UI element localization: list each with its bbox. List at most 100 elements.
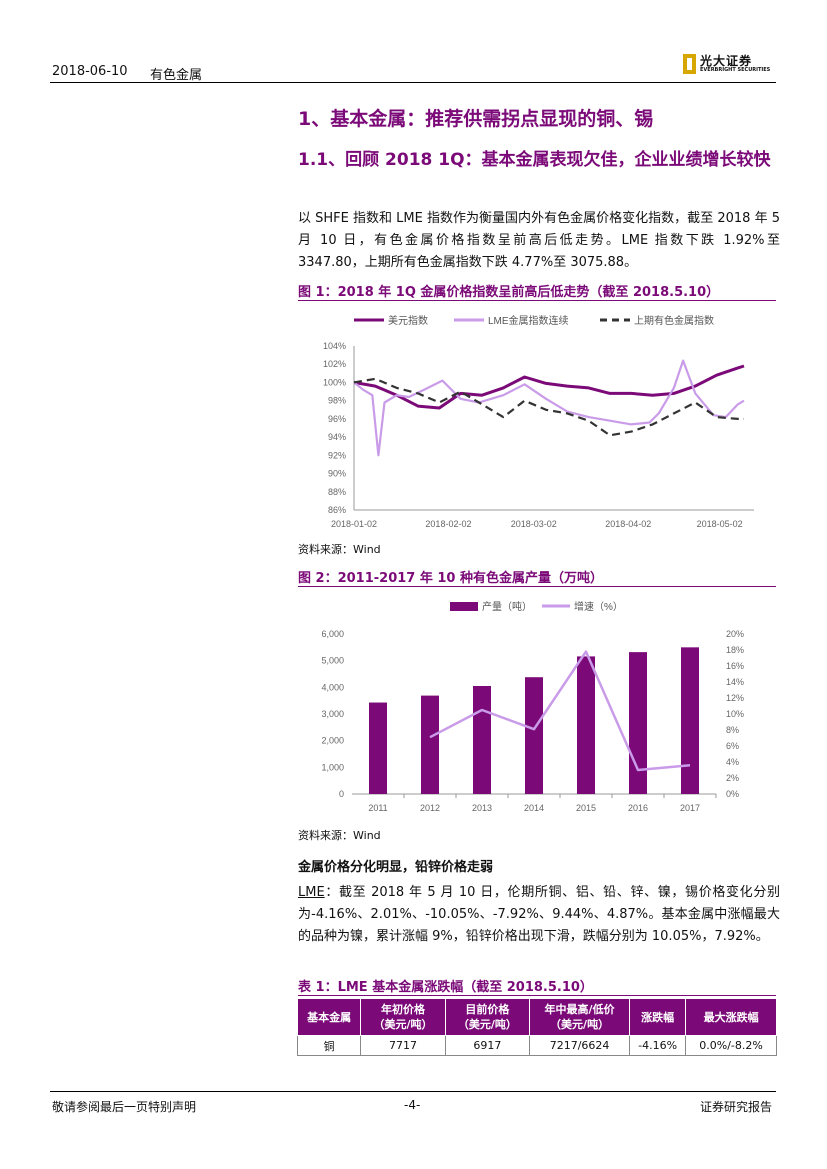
bar (629, 652, 647, 794)
bar (369, 702, 387, 794)
footer-report-type: 证券研究报告 (700, 1100, 773, 1114)
legend-label: LME金属指数连续 (488, 314, 569, 327)
header-divider (50, 82, 776, 83)
bar (473, 686, 491, 794)
x-tick-label: 2011 (368, 803, 387, 813)
x-tick-label: 2012 (420, 803, 440, 813)
y-tick-label: 100% (323, 377, 346, 387)
table-cell: 铜 (296, 1035, 362, 1056)
page-number: -4- (404, 1098, 421, 1112)
logo-mark-icon (683, 54, 696, 74)
y2-tick-label: 4% (726, 757, 739, 767)
y-tick-label: 96% (328, 414, 346, 424)
y-tick-label: 102% (323, 359, 346, 369)
legend-label: 上期有色金属指数 (634, 314, 714, 327)
y2-tick-label: 10% (726, 709, 744, 719)
lme-paragraph-text: ：截至 2018 年 5 月 10 日，伦期所铜、铝、铅、锌、镍，锡价格变化分别… (298, 885, 780, 944)
table-cell: -4.16% (629, 1035, 687, 1056)
production-bar-chart: 产量（吨） 增速（%） 0 1,000 2,000 3,000 4,000 5,000 6,00… (321, 600, 744, 813)
series-line (353, 377, 744, 437)
x-tick-label: 2018-04-02 (605, 519, 651, 529)
y-tick-label: 1,000 (321, 762, 344, 772)
intro-paragraph: 以 SHFE 指数和 LME 指数作为衡量国内外有色金属价格变化指数，截至 20… (298, 211, 780, 270)
x-tick-label: 2017 (680, 803, 700, 813)
y-tick-label: 4,000 (321, 682, 344, 692)
lme-change-table: 基本金属 年初价格 （美元/吨） 目前价格 （美元/吨） 年中最高/低价 （美元/吨）… (296, 998, 777, 1056)
figure1-source: 资料来源：Wind (298, 543, 381, 556)
figure2-caption: 图 2：2011-2017 年 10 种有色金属产量（万吨） (298, 571, 603, 586)
y-tick-label: 98% (328, 396, 346, 406)
table-cell: 7217/6624 (529, 1035, 631, 1056)
y-tick-label: 6,000 (321, 629, 344, 639)
table-body: 铜 7717 6917 7217/6624 -4.16% 0.0%/-8.2% (296, 1035, 777, 1056)
table-header-cell: 年初价格 （美元/吨） (360, 998, 446, 1036)
y-tick-label: 104% (323, 341, 346, 351)
table1-caption: 表 1：LME 基本金属涨跌幅（截至 2018.5.10） (298, 980, 593, 995)
table-header-cell: 年中最高/低价 （美元/吨） (529, 998, 631, 1036)
y-tick-label: 94% (328, 432, 346, 442)
series-line (353, 359, 745, 457)
logo-en: EVERBRIGHT SECURITIES (700, 67, 771, 73)
y-tick-label: 88% (328, 487, 346, 497)
y-tick-label: 92% (328, 450, 346, 460)
table-header-cell: 目前价格 （美元/吨） (444, 998, 531, 1036)
y2-tick-label: 8% (726, 725, 739, 735)
growth-line (429, 650, 691, 772)
y2-tick-label: 0% (726, 789, 739, 799)
footer-divider (50, 1091, 776, 1092)
y-tick-label: 2,000 (321, 736, 344, 746)
y2-tick-label: 12% (726, 693, 744, 703)
legend-label: 美元指数 (388, 314, 428, 327)
y-tick-label: 86% (328, 505, 346, 515)
subsection-title: 1.1、回顾 2018 1Q：基本金属表现欠佳，企业业绩增长较快 (298, 150, 771, 170)
header-date: 2018-06-10 (52, 64, 128, 79)
figure2-caption-rule (298, 586, 776, 587)
y-tick-label: 3,000 (321, 709, 344, 719)
bar (577, 656, 595, 794)
legend-label: 增速（%） (574, 600, 623, 613)
y2-tick-label: 20% (726, 629, 744, 639)
x-tick-label: 2014 (524, 803, 544, 813)
footer-disclaimer: 敬请参阅最后一页特别声明 (52, 1100, 197, 1114)
y2-tick-label: 18% (726, 645, 744, 655)
bar (421, 695, 439, 794)
header-sector: 有色金属 (150, 68, 203, 83)
figure2-source: 资料来源：Wind (298, 829, 381, 842)
y-tick-label: 90% (328, 469, 346, 479)
y-tick-label: 0 (339, 789, 344, 799)
legend-label: 产量（吨） (482, 600, 532, 613)
figure1-caption: 图 1：2018 年 1Q 金属价格指数呈前高后低走势（截至 2018.5.10… (298, 285, 720, 300)
table-header-cell: 最大涨跌幅 (685, 998, 777, 1036)
price-divergence-heading: 金属价格分化明显，铅锌价格走弱 (298, 860, 494, 875)
y2-tick-label: 6% (726, 741, 739, 751)
table-cell: 6917 (444, 1035, 531, 1056)
table-row: 铜 7717 6917 7217/6624 -4.16% 0.0%/-8.2% (296, 1035, 777, 1056)
price-index-line-chart: 美元指数 LME金属指数连续 上期有色金属指数 86% 88% 90% 92% 94% 96% 9… (323, 314, 754, 529)
x-tick-label: 2016 (628, 803, 648, 813)
section-title: 1、基本金属：推荐供需拐点显现的铜、锡 (298, 108, 654, 130)
logo-cn: 光大证券 (700, 54, 753, 68)
x-tick-label: 2018-03-02 (511, 519, 557, 529)
lme-paragraph: LME：截至 2018 年 5 月 10 日，伦期所铜、铝、铅、锌、镍，锡价格变… (298, 882, 780, 948)
y2-tick-label: 2% (726, 773, 739, 783)
figure1-caption-rule (298, 300, 776, 301)
x-tick-label: 2018-01-02 (331, 519, 377, 529)
lme-label: LME (298, 885, 325, 900)
y2-tick-label: 14% (726, 677, 744, 687)
bar (525, 677, 543, 794)
x-tick-label: 2018-05-02 (697, 519, 743, 529)
bar (681, 647, 699, 794)
x-tick-label: 2015 (576, 803, 596, 813)
legend-swatch (450, 602, 478, 611)
table-header-row: 基本金属 年初价格 （美元/吨） 目前价格 （美元/吨） 年中最高/低价 （美元/吨）… (296, 998, 777, 1036)
series-line (353, 364, 745, 410)
table-header-cell: 基本金属 (296, 998, 362, 1036)
y-tick-label: 5,000 (321, 656, 344, 666)
table-header-cell: 涨跌幅 (629, 998, 687, 1036)
y2-tick-label: 16% (726, 661, 744, 671)
x-tick-label: 2013 (472, 803, 492, 813)
table-cell: 0.0%/-8.2% (685, 1035, 777, 1056)
brand-logo: 光大证券 EVERBRIGHT SECURITIES (683, 52, 779, 76)
table-cell: 7717 (360, 1035, 446, 1056)
table1-caption-rule (298, 995, 776, 996)
